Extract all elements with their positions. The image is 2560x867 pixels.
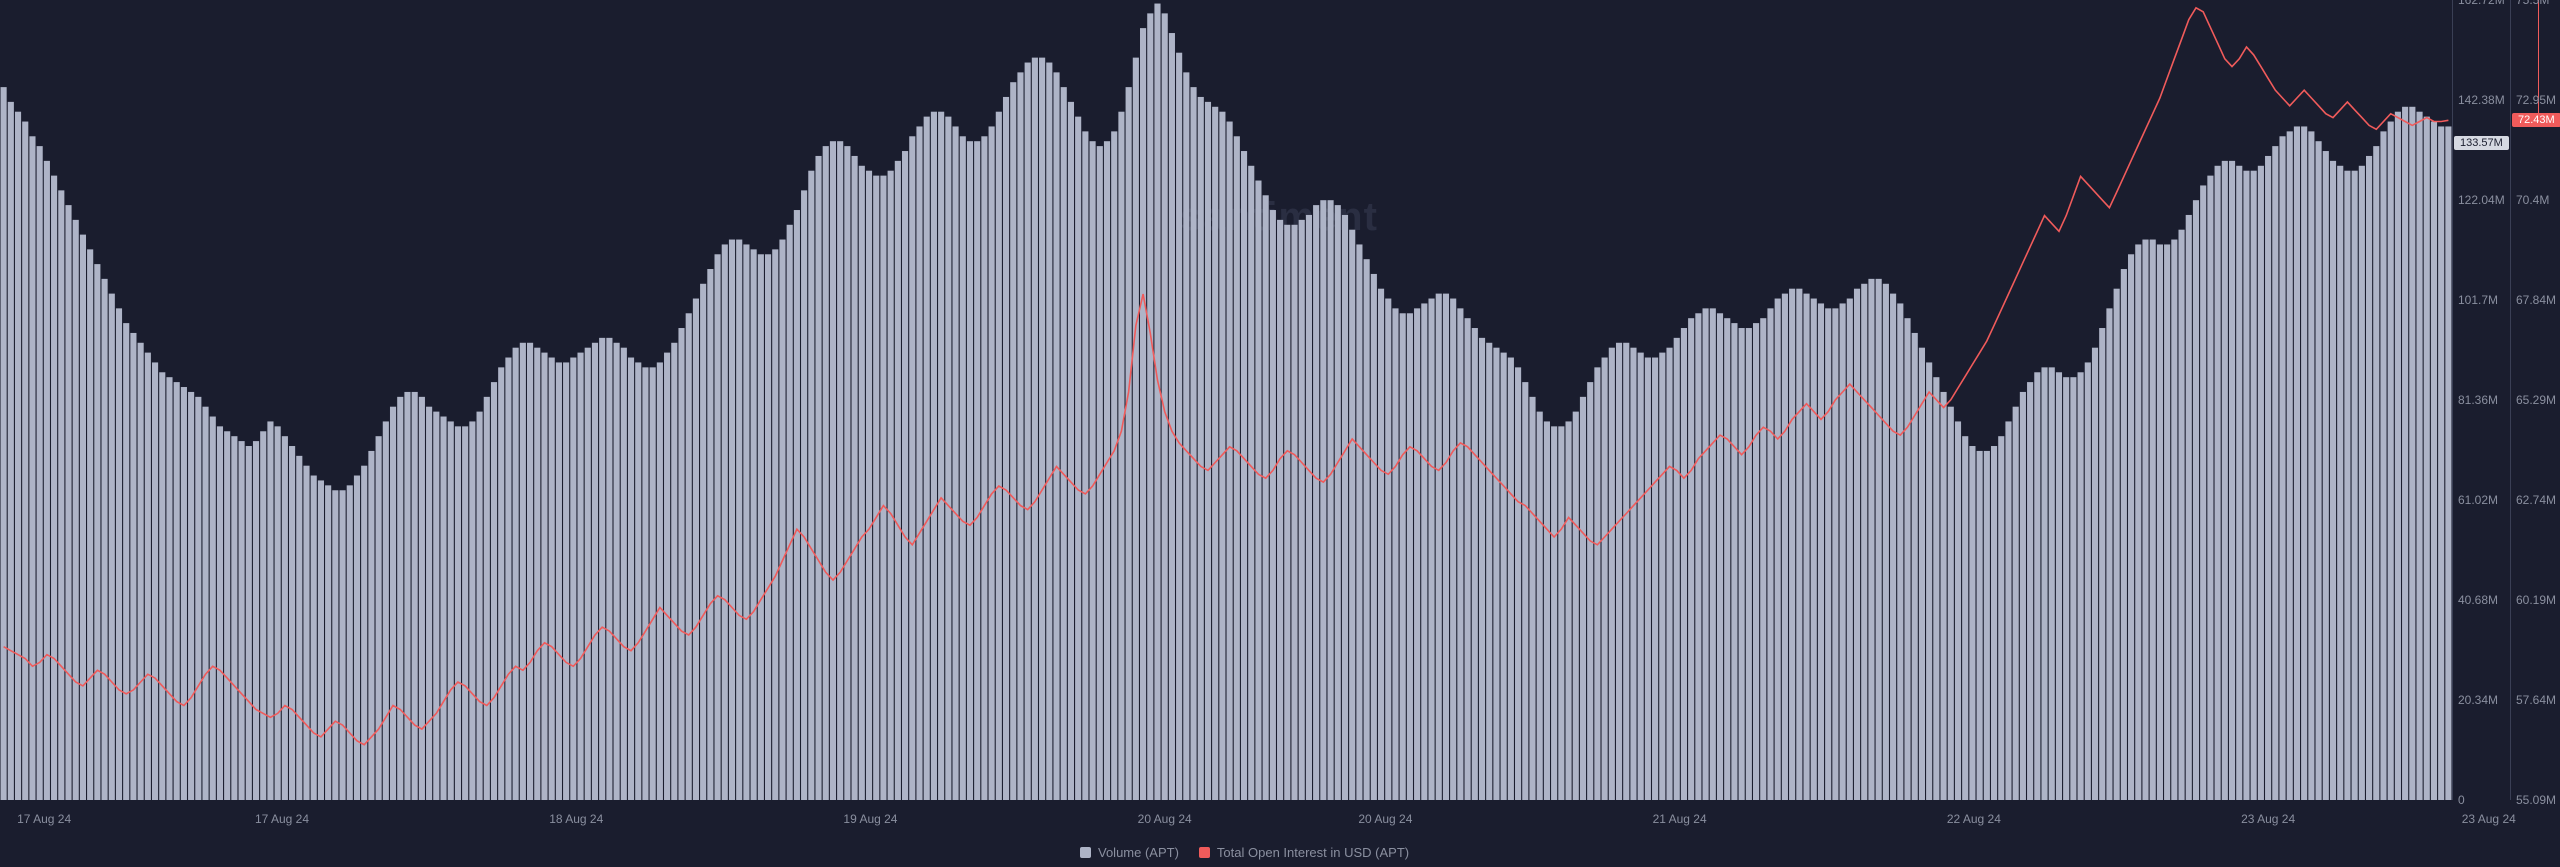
y-tick-volume: 81.36M	[2458, 393, 2498, 407]
y-tick-volume: 20.34M	[2458, 693, 2498, 707]
x-tick: 21 Aug 24	[1653, 812, 1707, 826]
y-tick-oi: 72.95M	[2516, 93, 2556, 107]
volume-current-value: 133.57M	[2460, 137, 2503, 149]
y-tick-volume: 101.7M	[2458, 293, 2498, 307]
yaxis-left-divider	[2452, 0, 2453, 800]
x-tick: 18 Aug 24	[549, 812, 603, 826]
plot-area[interactable]	[0, 0, 2452, 800]
y-tick-volume: 142.38M	[2458, 93, 2505, 107]
x-tick: 20 Aug 24	[1358, 812, 1412, 826]
volume-bars	[1, 4, 2452, 800]
x-tick: 17 Aug 24	[17, 812, 71, 826]
legend-swatch-volume	[1080, 847, 1091, 858]
legend-label-volume: Volume (APT)	[1098, 845, 1179, 860]
legend-item-oi[interactable]: Total Open Interest in USD (APT)	[1199, 845, 1409, 860]
y-tick-volume: 0	[2458, 793, 2465, 807]
x-tick: 19 Aug 24	[843, 812, 897, 826]
y-tick-volume: 40.68M	[2458, 593, 2498, 607]
y-tick-oi: 55.09M	[2516, 793, 2556, 807]
oi-current-badge: 72.43M	[2512, 113, 2560, 127]
y-tick-volume: 122.04M	[2458, 193, 2505, 207]
y-tick-oi: 75.5M	[2516, 0, 2549, 7]
legend-item-volume[interactable]: Volume (APT)	[1080, 845, 1179, 860]
y-tick-oi: 65.29M	[2516, 393, 2556, 407]
oi-current-value: 72.43M	[2518, 114, 2555, 126]
legend: Volume (APT) Total Open Interest in USD …	[1080, 845, 1409, 860]
yaxis-right-divider	[2510, 0, 2511, 800]
x-tick: 17 Aug 24	[255, 812, 309, 826]
y-tick-oi: 60.19M	[2516, 593, 2556, 607]
legend-swatch-oi	[1199, 847, 1210, 858]
x-tick: 23 Aug 24	[2241, 812, 2295, 826]
y-tick-oi: 70.4M	[2516, 193, 2549, 207]
y-tick-volume: 61.02M	[2458, 493, 2498, 507]
y-tick-oi: 67.84M	[2516, 293, 2556, 307]
x-tick: 20 Aug 24	[1138, 812, 1192, 826]
y-tick-oi: 57.64M	[2516, 693, 2556, 707]
x-tick: 22 Aug 24	[1947, 812, 2001, 826]
y-tick-oi: 62.74M	[2516, 493, 2556, 507]
chart-container: santiment 162.72M142.38M122.04M101.7M81.…	[0, 0, 2560, 867]
legend-label-oi: Total Open Interest in USD (APT)	[1217, 845, 1409, 860]
volume-current-badge: 133.57M	[2454, 136, 2509, 150]
y-tick-volume: 162.72M	[2458, 0, 2505, 7]
x-tick: 23 Aug 24	[2462, 812, 2516, 826]
